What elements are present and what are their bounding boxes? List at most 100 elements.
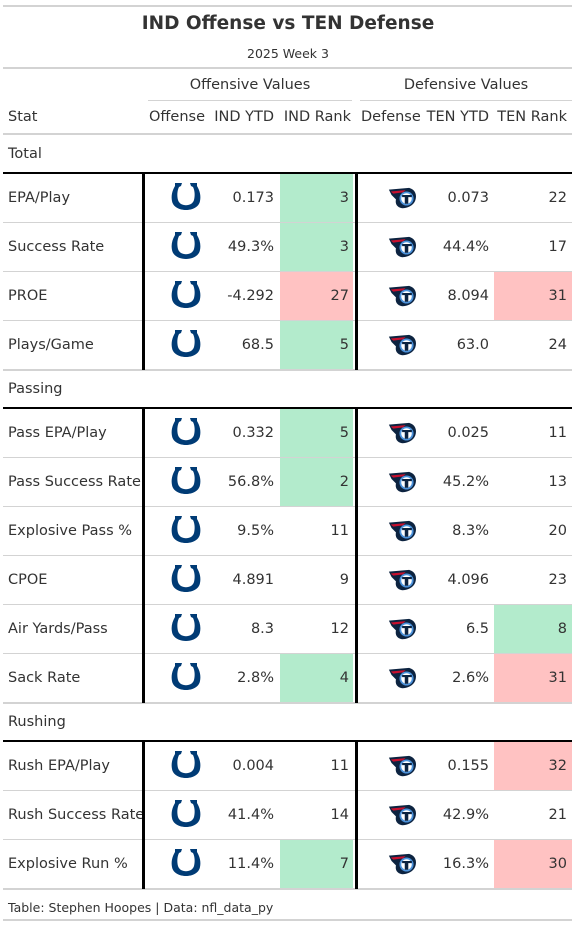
row-divider (3, 604, 572, 605)
ind-rank-value: 7 (339, 856, 349, 872)
titans-logo-icon (388, 187, 418, 210)
ind-rank-highlight (280, 409, 353, 458)
ten-ytd-value: 8.094 (447, 288, 489, 304)
ten-rank-value: 30 (548, 856, 567, 872)
spanner-offense-rule (148, 100, 352, 101)
ten-rank-value: 23 (548, 572, 567, 588)
ten-rank-value: 13 (548, 474, 567, 490)
ten-rank-value: 20 (548, 523, 567, 539)
ind-ytd-value: 0.332 (232, 425, 274, 441)
row-divider (3, 839, 572, 840)
colts-horseshoe-logo-icon (171, 231, 201, 265)
colts-horseshoe-logo-icon (171, 417, 201, 451)
stat-label: Rush Success Rate (8, 807, 145, 823)
spanner-offensive-values: Offensive Values (189, 77, 311, 93)
colts-horseshoe-logo-icon (171, 799, 201, 833)
ind-ytd-value: 49.3% (227, 239, 274, 255)
ten-rank-highlight (494, 742, 572, 791)
ten-rank-value: 21 (548, 807, 567, 823)
stat-label: Explosive Run % (8, 856, 128, 872)
ind-rank-value: 3 (339, 239, 349, 255)
table-title: IND Offense vs TEN Defense (141, 13, 435, 34)
titans-logo-icon (388, 422, 418, 445)
ten-rank-value: 8 (557, 621, 567, 637)
table-subtitle: 2025 Week 3 (247, 46, 329, 61)
spanner-defense-rule (360, 100, 572, 101)
titans-logo-icon (388, 520, 418, 543)
ten-ytd-value: 6.5 (465, 621, 489, 637)
ten-ytd-value: 16.3% (442, 856, 489, 872)
column-header-ten-ytd: TEN YTD (426, 109, 489, 125)
ind-rank-highlight (280, 223, 353, 272)
group-top-rule (3, 172, 572, 174)
bottom-rule (3, 919, 572, 921)
stat-label: CPOE (8, 572, 48, 588)
top-rule (3, 5, 572, 7)
defense-column-border (355, 174, 358, 370)
colts-horseshoe-logo-icon (171, 466, 201, 500)
ten-ytd-value: 4.096 (447, 572, 489, 588)
titans-logo-icon (388, 471, 418, 494)
group-label-passing: Passing (8, 381, 63, 397)
ind-rank-highlight (280, 458, 353, 507)
column-header-stat: Stat (8, 109, 38, 125)
ten-rank-highlight (494, 605, 572, 654)
ten-rank-value: 24 (548, 337, 567, 353)
defense-column-border (355, 742, 358, 889)
column-header-ind-ytd: IND YTD (214, 109, 274, 125)
colts-horseshoe-logo-icon (171, 329, 201, 363)
stat-label: Plays/Game (8, 337, 94, 353)
ten-ytd-value: 44.4% (442, 239, 489, 255)
ten-rank-highlight (494, 840, 572, 889)
colts-horseshoe-logo-icon (171, 280, 201, 314)
titans-logo-icon (388, 618, 418, 641)
ind-ytd-value: 0.004 (232, 758, 274, 774)
colts-horseshoe-logo-icon (171, 662, 201, 696)
titans-logo-icon (388, 755, 418, 778)
ind-rank-value: 12 (330, 621, 349, 637)
ten-ytd-value: 8.3% (452, 523, 489, 539)
ind-rank-highlight (280, 840, 353, 889)
stat-label: Explosive Pass % (8, 523, 133, 539)
ind-rank-highlight (280, 654, 353, 703)
row-divider (3, 555, 572, 556)
titans-logo-icon (388, 569, 418, 592)
group-label-total: Total (8, 146, 42, 162)
ind-ytd-value: 0.173 (232, 190, 274, 206)
row-divider (3, 222, 572, 223)
ten-rank-highlight (494, 654, 572, 703)
row-divider (3, 653, 572, 654)
colts-horseshoe-logo-icon (171, 564, 201, 598)
stat-label: Sack Rate (8, 670, 81, 686)
titans-logo-icon (388, 804, 418, 827)
ind-rank-value: 4 (339, 670, 349, 686)
colts-horseshoe-logo-icon (171, 515, 201, 549)
ind-rank-value: 5 (339, 337, 349, 353)
ind-ytd-value: 11.4% (227, 856, 274, 872)
colts-horseshoe-logo-icon (171, 848, 201, 882)
group-bottom-rule (3, 702, 572, 704)
ind-rank-value: 2 (339, 474, 349, 490)
titans-logo-icon (388, 334, 418, 357)
stat-label: Rush EPA/Play (8, 758, 110, 774)
offense-column-border (142, 742, 145, 889)
ind-ytd-value: -4.292 (227, 288, 274, 304)
titans-logo-icon (388, 853, 418, 876)
ten-rank-value: 31 (548, 288, 567, 304)
group-top-rule (3, 407, 572, 409)
ten-rank-value: 22 (548, 190, 567, 206)
ten-rank-value: 31 (548, 670, 567, 686)
table-source-note: Table: Stephen Hoopes | Data: nfl_data_p… (8, 900, 274, 915)
ten-ytd-value: 0.073 (447, 190, 489, 206)
header-rule (3, 67, 572, 69)
colts-horseshoe-logo-icon (171, 182, 201, 216)
ind-ytd-value: 8.3 (250, 621, 274, 637)
stat-label: EPA/Play (8, 190, 71, 206)
colts-horseshoe-logo-icon (171, 750, 201, 784)
group-top-rule (3, 740, 572, 742)
offense-column-border (142, 409, 145, 703)
group-bottom-rule (3, 369, 572, 371)
row-divider (3, 506, 572, 507)
stat-label: Pass Success Rate (8, 474, 141, 490)
ind-rank-highlight (280, 321, 353, 370)
